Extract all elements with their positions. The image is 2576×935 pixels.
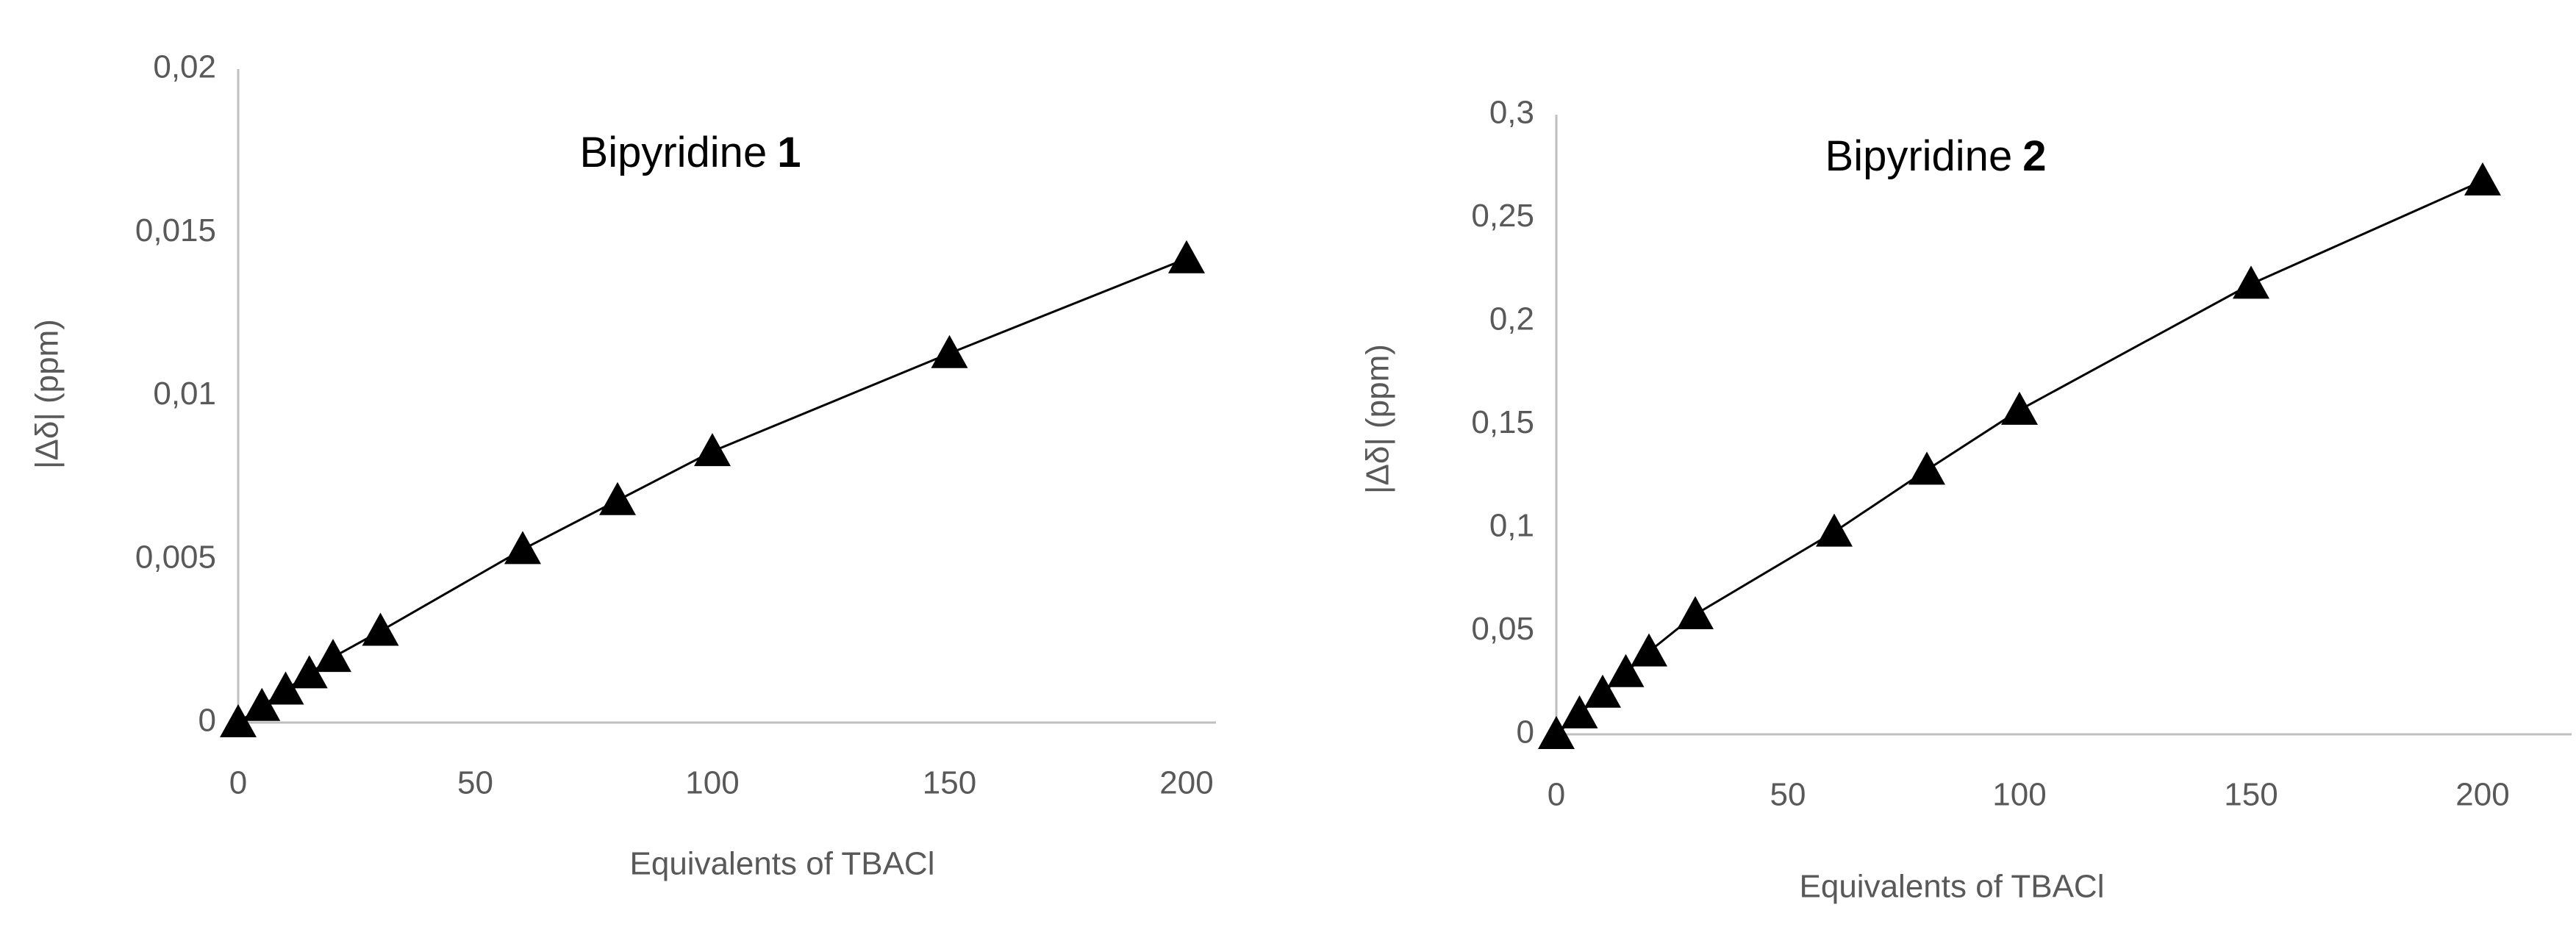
y-tick-label: 0,3 [1489,95,1534,131]
y-tick-label: 0,02 [153,49,216,85]
y-tick-label: 0,1 [1489,508,1534,544]
marker [694,433,731,467]
marker [599,481,636,515]
series-line [1556,179,2483,736]
marker [1584,674,1621,708]
marker [1607,653,1645,687]
title-part: 2 [2022,132,2046,180]
x-tick-label: 50 [457,765,493,801]
title-part: 1 [777,129,801,176]
title-part: Bipyridine [1825,132,2013,180]
x-axis-label: Equivalents of TBACl [1800,869,2105,905]
marker [315,639,351,673]
marker [1816,513,1853,547]
marker [931,334,968,368]
marker [1538,716,1575,749]
marker [220,704,257,737]
x-tick-label: 200 [1159,765,1213,801]
y-axis-label: |Δδ| (ppm) [1360,344,1396,494]
marker [504,531,541,565]
title-part: Bipyridine [580,129,768,176]
chart-title: Bipyridine 1 [580,129,801,176]
y-tick-label: 0,005 [135,539,216,575]
marker [1561,695,1598,728]
x-tick-label: 100 [1992,777,2046,813]
x-tick-label: 0 [1548,777,1565,813]
y-tick-label: 0,15 [1471,404,1534,440]
marker [1677,596,1714,630]
marker [2464,162,2501,196]
marker [243,687,281,721]
marker [1908,451,1945,485]
x-tick-label: 200 [2455,777,2509,813]
x-tick-label: 150 [923,765,976,801]
marker [290,655,328,689]
marker [1631,633,1667,667]
y-tick-label: 0,015 [135,212,216,248]
x-tick-label: 0 [229,765,247,801]
x-tick-label: 100 [685,765,739,801]
marker [2001,391,2038,425]
y-tick-label: 0 [1517,714,1534,750]
y-tick-label: 0,2 [1489,301,1534,337]
marker [1168,240,1205,273]
y-tick-label: 0,01 [153,376,216,412]
y-tick-label: 0,25 [1471,198,1534,234]
chart-title: Bipyridine 2 [1825,132,2047,180]
x-axis-label: Equivalents of TBACl [630,846,935,882]
y-axis-label: |Δδ| (ppm) [29,319,65,469]
x-tick-label: 150 [2224,777,2278,813]
marker [2233,265,2269,299]
y-tick-label: 0,05 [1471,611,1534,647]
series-line [237,257,1187,724]
marker [362,612,399,646]
x-tick-label: 50 [1770,777,1806,813]
y-tick-label: 0 [198,703,216,739]
marker [267,671,304,705]
